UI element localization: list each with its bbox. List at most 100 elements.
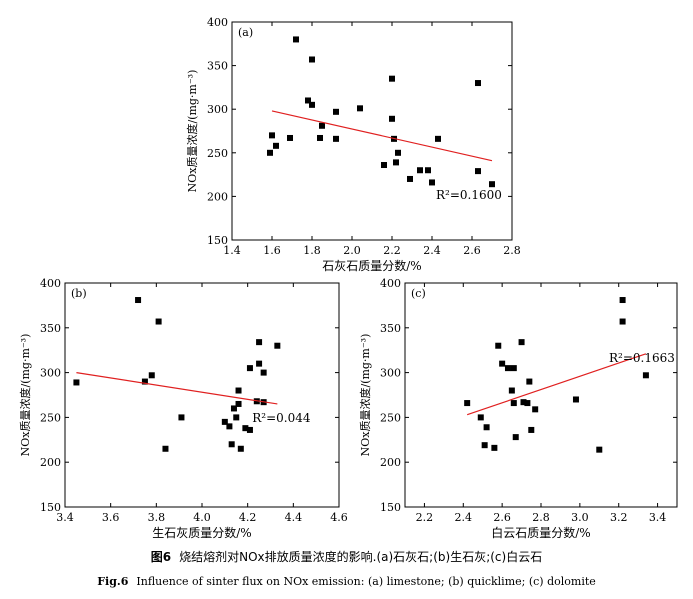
panel-label: (b) xyxy=(71,287,87,300)
data-point xyxy=(483,424,490,431)
data-point xyxy=(489,181,495,188)
data-point xyxy=(178,414,185,421)
data-point xyxy=(475,80,481,87)
caption-cn-fig-label: 图6 xyxy=(150,550,172,564)
data-point xyxy=(381,162,387,169)
data-point xyxy=(155,318,162,325)
data-point xyxy=(499,360,506,367)
chart-panel-1: 1.4 1.6 1.8 2.0 2.2 2.4 2.6 2.8 150 200 250 300 350 4… xyxy=(185,16,521,273)
y-tick-label: 400 xyxy=(380,277,401,290)
y-tick-label: 250 xyxy=(380,411,401,424)
x-tick-label: 1.8 xyxy=(303,244,321,257)
plot-frame xyxy=(64,282,340,508)
data-point xyxy=(235,400,242,407)
data-point xyxy=(520,399,527,406)
data-point xyxy=(333,108,339,115)
chart-panel-2: 3.4 3.6 3.8 4.0 4.2 4.4 4.6 150 200 250 300 350 400 生… xyxy=(18,277,348,540)
data-point xyxy=(475,168,481,175)
data-point xyxy=(141,378,148,385)
data-point xyxy=(237,445,244,452)
caption-en-text: Influence of sinter flux on NOx emission… xyxy=(136,575,596,588)
y-tick-label: 400 xyxy=(207,16,228,29)
data-point xyxy=(528,426,535,433)
x-tick-label: 1.6 xyxy=(263,244,281,257)
data-point xyxy=(135,297,142,304)
panel-label: (c) xyxy=(411,287,426,300)
data-point xyxy=(518,339,525,346)
plot-frame xyxy=(231,21,513,241)
data-point xyxy=(435,135,441,142)
data-point xyxy=(333,135,339,142)
x-axis-label: 生石灰质量分数/% xyxy=(152,525,251,540)
x-tick-label: 3.4 xyxy=(649,511,667,524)
data-point xyxy=(228,441,235,448)
x-tick-label: 2.0 xyxy=(343,244,361,257)
y-axis-label: NOx质量浓度/(mg·m⁻³) xyxy=(18,334,32,457)
chart-panel-3: 2.2 2.4 2.6 2.8 3.0 3.2 3.4 150 200 250 300 350 400 白… xyxy=(358,277,678,540)
y-tick-label: 150 xyxy=(40,501,61,514)
data-point xyxy=(532,406,539,413)
x-tick-label: 3.8 xyxy=(148,511,166,524)
data-point xyxy=(309,56,315,63)
data-point xyxy=(319,122,325,129)
data-point xyxy=(269,132,275,139)
data-point xyxy=(481,442,488,449)
x-tick-label: 2.2 xyxy=(383,244,401,257)
x-tick-label: 2.2 xyxy=(416,511,434,524)
x-tick-label: 3.4 xyxy=(56,511,74,524)
data-point xyxy=(287,134,293,141)
data-point xyxy=(148,372,155,379)
y-tick-label: 150 xyxy=(380,501,401,514)
x-tick-label: 3.2 xyxy=(610,511,628,524)
r-squared-annotation: R²=0.044 xyxy=(252,411,311,425)
data-point xyxy=(73,379,80,386)
x-tick-label: 2.4 xyxy=(455,511,473,524)
y-tick-label: 350 xyxy=(207,60,228,73)
x-tick-label: 2.8 xyxy=(532,511,550,524)
y-tick-label: 350 xyxy=(380,322,401,335)
y-tick-label: 300 xyxy=(207,103,228,116)
data-point xyxy=(389,115,395,122)
data-point xyxy=(504,365,511,372)
data-point xyxy=(407,175,413,182)
y-tick-label: 400 xyxy=(40,277,61,290)
r-squared-annotation: R²=0.1600 xyxy=(436,188,502,202)
data-point xyxy=(526,378,533,385)
data-point xyxy=(508,387,515,394)
data-point xyxy=(235,387,242,394)
data-point xyxy=(273,142,279,149)
x-tick-label: 2.6 xyxy=(493,511,511,524)
data-point xyxy=(305,97,311,104)
data-point xyxy=(619,297,626,304)
data-point xyxy=(267,149,273,156)
y-tick-label: 250 xyxy=(40,411,61,424)
x-tick-label: 2.6 xyxy=(463,244,481,257)
data-point xyxy=(572,396,579,403)
data-point xyxy=(256,360,263,367)
data-point xyxy=(512,434,519,441)
data-point xyxy=(309,101,315,108)
data-point xyxy=(510,365,517,372)
y-tick-label: 300 xyxy=(40,367,61,380)
x-tick-label: 4.6 xyxy=(330,511,348,524)
x-axis-label: 石灰石质量分数/% xyxy=(322,258,421,273)
data-point xyxy=(491,444,498,451)
x-tick-label: 1.4 xyxy=(223,244,241,257)
regression-line xyxy=(76,372,278,405)
data-point xyxy=(389,75,395,82)
data-point xyxy=(477,414,484,421)
x-tick-label: 2.4 xyxy=(423,244,441,257)
data-point xyxy=(317,134,323,141)
y-tick-label: 300 xyxy=(380,367,401,380)
data-point xyxy=(246,365,253,372)
figure-canvas: 1.4 1.6 1.8 2.0 2.2 2.4 2.6 2.8 150 200 250 300 350 4… xyxy=(18,16,678,540)
x-tick-label: 3.0 xyxy=(571,511,589,524)
data-point xyxy=(242,425,249,432)
data-point xyxy=(417,167,423,174)
data-point xyxy=(429,179,435,186)
data-point xyxy=(260,369,267,376)
caption-chinese: 图6 烧结熔剂对NOx排放质量浓度的影响.(a)石灰石;(b)生石灰;(c)白云石 xyxy=(0,548,693,565)
caption-cn-text: 烧结熔剂对NOx排放质量浓度的影响.(a)石灰石;(b)生石灰;(c)白云石 xyxy=(179,550,543,564)
data-point xyxy=(596,446,603,453)
data-point xyxy=(256,339,263,346)
